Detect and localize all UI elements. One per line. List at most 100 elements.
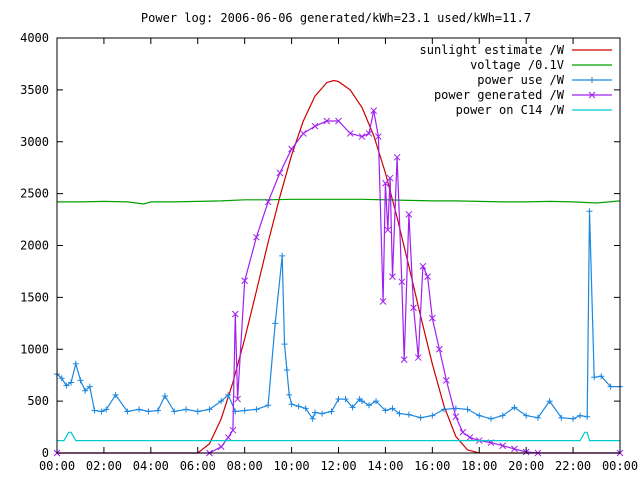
x-tick-label: 16:00	[414, 459, 450, 473]
data-point	[487, 415, 494, 422]
legend-label: power on C14 /W	[456, 103, 565, 117]
x-tick-label: 18:00	[461, 459, 497, 473]
data-point	[365, 402, 372, 409]
x-tick-label: 22:00	[555, 459, 591, 473]
data-point	[302, 405, 309, 412]
data-point	[396, 410, 403, 417]
data-point	[523, 412, 530, 419]
data-point	[183, 406, 190, 413]
data-point	[389, 405, 396, 412]
data-point	[264, 198, 272, 206]
legend-label: voltage /0.1V	[470, 58, 564, 72]
data-point	[405, 211, 413, 218]
data-point	[570, 415, 577, 422]
data-point	[319, 410, 326, 417]
data-point	[299, 130, 307, 137]
y-tick-label: 3500	[20, 83, 49, 97]
data-point	[365, 130, 373, 137]
axes: 0 500 1000 1500 2000 2500 3000 3500 4000 00:00 02:…	[20, 31, 638, 473]
data-point	[499, 412, 506, 419]
chart-title: Power log: 2006-06-06 generated/kWh=23.1…	[141, 11, 531, 25]
data-point	[224, 434, 232, 441]
data-point	[459, 428, 467, 436]
data-point	[234, 395, 241, 403]
series-line	[57, 431, 620, 442]
data-point	[443, 377, 450, 384]
data-point	[511, 445, 518, 453]
data-point	[414, 354, 422, 361]
data-point	[398, 278, 406, 286]
data-point	[279, 252, 286, 259]
data-point	[124, 408, 131, 415]
data-point	[607, 383, 614, 390]
y-tick-label: 1500	[20, 290, 49, 304]
data-point	[452, 413, 460, 421]
data-point	[103, 406, 110, 413]
x-tick-label: 14:00	[367, 459, 403, 473]
data-point	[349, 404, 356, 411]
y-tick-label: 500	[27, 394, 49, 408]
data-point	[253, 233, 260, 241]
data-point	[335, 396, 342, 403]
data-point	[342, 396, 349, 403]
data-point	[145, 408, 152, 415]
x-tick-label: 00:00	[602, 459, 638, 473]
data-point	[328, 408, 335, 415]
data-point	[370, 107, 378, 114]
data-point	[217, 443, 225, 451]
y-tick-label: 1000	[20, 342, 49, 356]
data-point	[534, 414, 541, 421]
data-point	[375, 133, 382, 140]
data-point	[241, 277, 249, 285]
series-line	[56, 211, 620, 421]
series-line	[57, 198, 621, 205]
data-point	[591, 374, 598, 381]
data-point	[288, 401, 295, 408]
legend-marker	[588, 91, 596, 99]
legend-label: power use /W	[477, 73, 564, 87]
data-point	[154, 407, 161, 414]
data-point	[441, 406, 448, 413]
y-tick-label: 2500	[20, 187, 49, 201]
data-point	[400, 356, 408, 363]
y-tick-label: 0	[42, 446, 49, 460]
data-point	[286, 391, 293, 398]
data-point	[476, 412, 483, 419]
data-point	[194, 408, 201, 415]
data-point	[464, 406, 471, 413]
data-point	[241, 407, 248, 414]
data-point	[417, 414, 424, 421]
data-point	[499, 442, 507, 450]
y-tick-label: 3000	[20, 135, 49, 149]
data-point	[63, 382, 70, 389]
data-point	[253, 406, 260, 413]
data-point	[405, 411, 412, 418]
data-point	[276, 169, 284, 177]
data-point	[98, 408, 105, 415]
y-tick-label: 4000	[20, 31, 49, 45]
data-point	[136, 406, 143, 413]
data-point	[346, 130, 354, 137]
data-point	[436, 345, 443, 353]
data-point	[577, 412, 584, 419]
data-point	[171, 408, 178, 415]
data-point	[312, 409, 319, 416]
x-tick-label: 06:00	[180, 459, 216, 473]
data-point	[225, 391, 232, 398]
data-point	[311, 122, 319, 130]
data-point	[419, 262, 427, 270]
data-point	[218, 398, 225, 405]
x-tick-label: 20:00	[508, 459, 544, 473]
data-point	[429, 412, 436, 419]
data-point	[586, 208, 593, 215]
data-point	[295, 403, 302, 410]
data-point	[584, 413, 591, 420]
data-point	[410, 304, 417, 312]
data-point	[428, 314, 436, 322]
data-point	[86, 383, 93, 390]
y-tick-label: 2000	[20, 239, 49, 253]
data-point	[281, 341, 288, 348]
data-point	[206, 406, 213, 413]
data-point	[386, 174, 394, 182]
